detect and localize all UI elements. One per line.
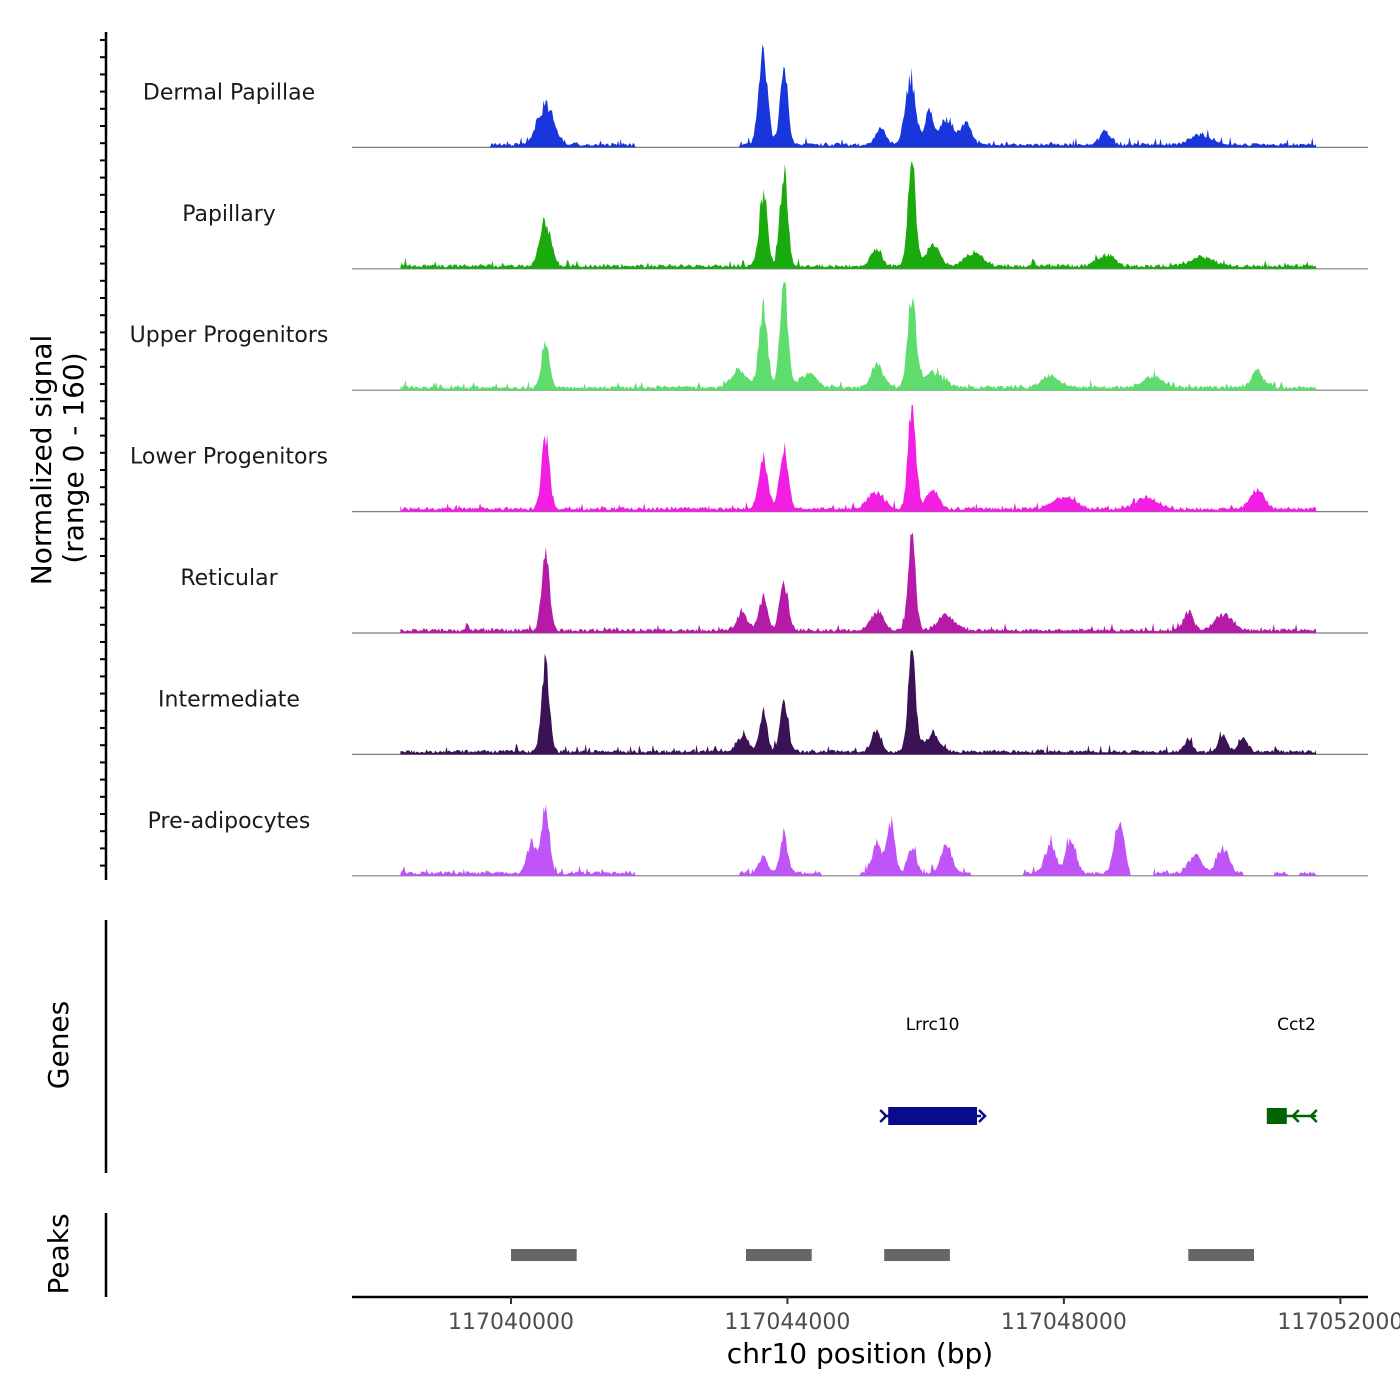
coverage-tracks: Dermal Papillae Papillary Upper Progenitor… bbox=[130, 44, 1368, 877]
coverage-y-ticks bbox=[100, 39, 106, 867]
track-dermal-papillae: Dermal Papillae bbox=[143, 44, 1368, 148]
peaks-axis-title: Peaks bbox=[42, 1213, 75, 1294]
track-lower-progenitors: Lower Progenitors bbox=[130, 404, 1368, 513]
y-axis-title-line1: Normalized signal bbox=[25, 335, 58, 586]
track-label: Dermal Papillae bbox=[143, 80, 315, 105]
track-label: Lower Progenitors bbox=[130, 445, 328, 470]
x-tick-label: 117044000 bbox=[724, 1310, 850, 1335]
track-label: Pre-adipocytes bbox=[148, 809, 311, 834]
gene-track: Lrrc10 Cct2 bbox=[879, 1015, 1318, 1125]
coverage-area bbox=[400, 649, 1317, 755]
coverage-area bbox=[400, 160, 1317, 269]
track-intermediate: Intermediate bbox=[158, 649, 1368, 756]
x-axis-title: chr10 position (bp) bbox=[727, 1337, 993, 1370]
strand-arrow bbox=[1309, 1109, 1318, 1123]
coverage-area bbox=[400, 804, 1317, 876]
gene-exon bbox=[1266, 1108, 1287, 1124]
x-tick-label: 117040000 bbox=[448, 1310, 574, 1335]
peak-region bbox=[884, 1249, 950, 1261]
strand-arrow bbox=[1291, 1109, 1300, 1123]
x-axis-ticks: 117040000 117044000 117048000 117052000 bbox=[448, 1297, 1400, 1335]
track-pre-adipocytes: Pre-adipocytes bbox=[148, 804, 1368, 877]
coverage-area bbox=[400, 44, 1317, 148]
x-tick-label: 117052000 bbox=[1277, 1310, 1400, 1335]
track-label: Reticular bbox=[180, 566, 278, 591]
track-label: Papillary bbox=[182, 202, 276, 227]
track-reticular: Reticular bbox=[180, 532, 1368, 634]
peak-track bbox=[511, 1249, 1254, 1261]
coverage-area bbox=[400, 282, 1317, 391]
gene-label: Cct2 bbox=[1277, 1015, 1316, 1035]
y-axis-title-line2: (range 0 - 160) bbox=[57, 352, 90, 563]
x-tick-label: 117048000 bbox=[1001, 1310, 1127, 1335]
gene-exon bbox=[888, 1107, 977, 1125]
strand-arrow bbox=[978, 1109, 987, 1123]
coverage-area bbox=[400, 404, 1317, 512]
peak-region bbox=[511, 1249, 577, 1261]
gene-label: Lrrc10 bbox=[906, 1015, 960, 1035]
strand-arrow bbox=[879, 1109, 888, 1123]
genes-axis-title: Genes bbox=[42, 1001, 75, 1089]
track-papillary: Papillary bbox=[182, 160, 1368, 270]
gene-lrrc10: Lrrc10 bbox=[879, 1015, 987, 1125]
gene-cct2: Cct2 bbox=[1266, 1015, 1318, 1124]
coverage-area bbox=[400, 532, 1317, 633]
track-label: Upper Progenitors bbox=[130, 323, 329, 348]
peak-region bbox=[746, 1249, 812, 1261]
track-label: Intermediate bbox=[158, 687, 300, 712]
peak-region bbox=[1188, 1249, 1254, 1261]
track-upper-progenitors: Upper Progenitors bbox=[130, 282, 1368, 391]
